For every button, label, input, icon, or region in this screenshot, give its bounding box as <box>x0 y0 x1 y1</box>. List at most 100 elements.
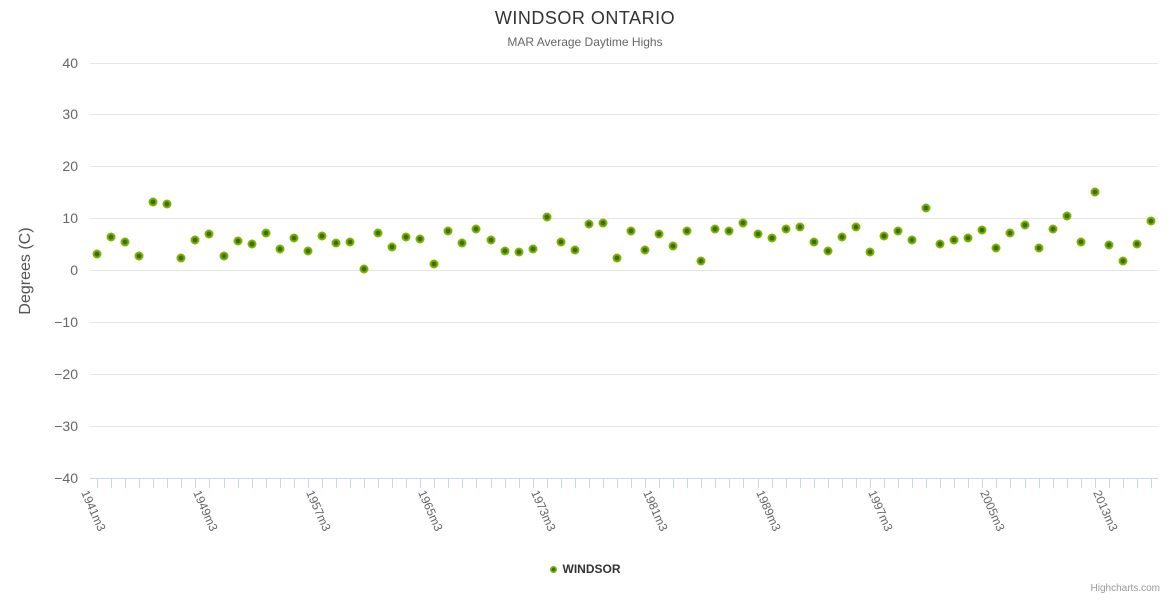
data-point[interactable] <box>514 247 524 257</box>
data-point[interactable] <box>289 233 299 243</box>
data-point[interactable] <box>991 243 1001 253</box>
x-axis-tick <box>715 478 717 488</box>
data-point[interactable] <box>1076 237 1086 247</box>
data-point[interactable] <box>1146 216 1156 226</box>
data-point[interactable] <box>598 218 608 228</box>
data-point[interactable] <box>753 229 762 239</box>
data-point[interactable] <box>809 237 819 247</box>
data-point[interactable] <box>738 218 748 228</box>
x-axis-tick <box>1122 478 1124 488</box>
data-point[interactable] <box>542 212 552 222</box>
x-axis-tick <box>996 478 998 488</box>
data-point[interactable] <box>612 253 622 263</box>
data-point[interactable] <box>949 235 959 245</box>
data-point[interactable] <box>106 232 116 242</box>
x-axis-tick <box>406 478 408 488</box>
data-point[interactable] <box>176 253 186 263</box>
data-point[interactable] <box>1090 187 1100 197</box>
data-point[interactable] <box>1005 228 1015 238</box>
data-point[interactable] <box>233 236 243 246</box>
y-gridline <box>90 218 1158 220</box>
data-point[interactable] <box>528 244 538 254</box>
data-point[interactable] <box>219 251 228 261</box>
x-axis-tick <box>265 478 267 488</box>
highcharts-credits[interactable]: Highcharts.com <box>1090 583 1160 594</box>
data-point[interactable] <box>921 203 931 213</box>
y-axis-label: 40 <box>62 54 78 71</box>
data-point[interactable] <box>247 239 257 249</box>
data-point[interactable] <box>134 251 144 261</box>
data-point[interactable] <box>317 231 327 241</box>
data-point[interactable] <box>781 224 791 234</box>
legend-item-windsor[interactable]: WINDSOR <box>0 562 1170 576</box>
data-point[interactable] <box>963 233 973 243</box>
data-point[interactable] <box>275 244 285 254</box>
x-axis-tick <box>518 478 520 488</box>
data-point[interactable] <box>893 226 903 236</box>
data-point[interactable] <box>1062 211 1072 221</box>
data-point[interactable] <box>359 264 369 274</box>
data-point[interactable] <box>710 224 720 234</box>
data-point[interactable] <box>837 232 847 242</box>
data-point[interactable] <box>443 226 453 236</box>
data-point[interactable] <box>429 259 439 269</box>
x-axis-tick <box>139 478 141 488</box>
data-point[interactable] <box>457 238 467 248</box>
data-point[interactable] <box>865 247 875 257</box>
x-axis-label: 1989m3 <box>752 487 784 533</box>
data-point[interactable] <box>935 239 945 249</box>
x-axis-tick <box>954 478 956 488</box>
data-point[interactable] <box>823 246 833 256</box>
data-point[interactable] <box>162 199 172 209</box>
data-point[interactable] <box>724 226 734 236</box>
x-axis-tick <box>476 478 478 488</box>
data-point[interactable] <box>387 242 397 252</box>
x-axis-tick <box>827 478 829 488</box>
data-point[interactable] <box>1020 220 1029 230</box>
data-point[interactable] <box>584 219 594 229</box>
data-point[interactable] <box>977 225 987 235</box>
data-point[interactable] <box>204 229 214 239</box>
data-point[interactable] <box>556 237 566 247</box>
data-point[interactable] <box>668 241 678 251</box>
chart-subtitle: MAR Average Daytime Highs <box>507 35 663 49</box>
data-point[interactable] <box>626 226 636 236</box>
data-point[interactable] <box>1034 243 1044 253</box>
data-point[interactable] <box>331 238 341 248</box>
data-point[interactable] <box>303 246 313 256</box>
data-point[interactable] <box>415 234 425 244</box>
data-point[interactable] <box>696 256 706 266</box>
data-point[interactable] <box>795 222 805 232</box>
y-gridline <box>90 373 1158 375</box>
data-point[interactable] <box>767 233 777 243</box>
y-axis-label: −40 <box>54 469 78 486</box>
data-point[interactable] <box>261 228 271 238</box>
data-point[interactable] <box>682 226 692 236</box>
x-axis-tick <box>1024 478 1026 488</box>
x-axis-tick <box>223 478 225 488</box>
y-gridline <box>90 270 1158 271</box>
data-point[interactable] <box>851 222 861 232</box>
data-point[interactable] <box>1132 239 1142 249</box>
data-point[interactable] <box>345 237 355 247</box>
data-point[interactable] <box>654 229 664 239</box>
data-point[interactable] <box>1104 240 1114 250</box>
data-point[interactable] <box>486 235 495 245</box>
data-point[interactable] <box>120 237 130 247</box>
y-axis-label: 0 <box>70 262 78 278</box>
data-point[interactable] <box>1118 256 1128 266</box>
data-point[interactable] <box>907 235 917 245</box>
data-point[interactable] <box>500 246 510 256</box>
data-point[interactable] <box>92 249 102 259</box>
data-point[interactable] <box>570 245 580 255</box>
data-point[interactable] <box>373 228 383 238</box>
data-point[interactable] <box>401 232 411 242</box>
data-point[interactable] <box>879 231 889 241</box>
data-point[interactable] <box>471 224 481 234</box>
x-axis-tick <box>195 478 197 488</box>
data-point[interactable] <box>148 197 158 207</box>
data-point[interactable] <box>190 235 200 245</box>
data-point[interactable] <box>1048 224 1058 233</box>
data-point[interactable] <box>640 245 650 255</box>
x-axis-tick <box>757 478 759 488</box>
